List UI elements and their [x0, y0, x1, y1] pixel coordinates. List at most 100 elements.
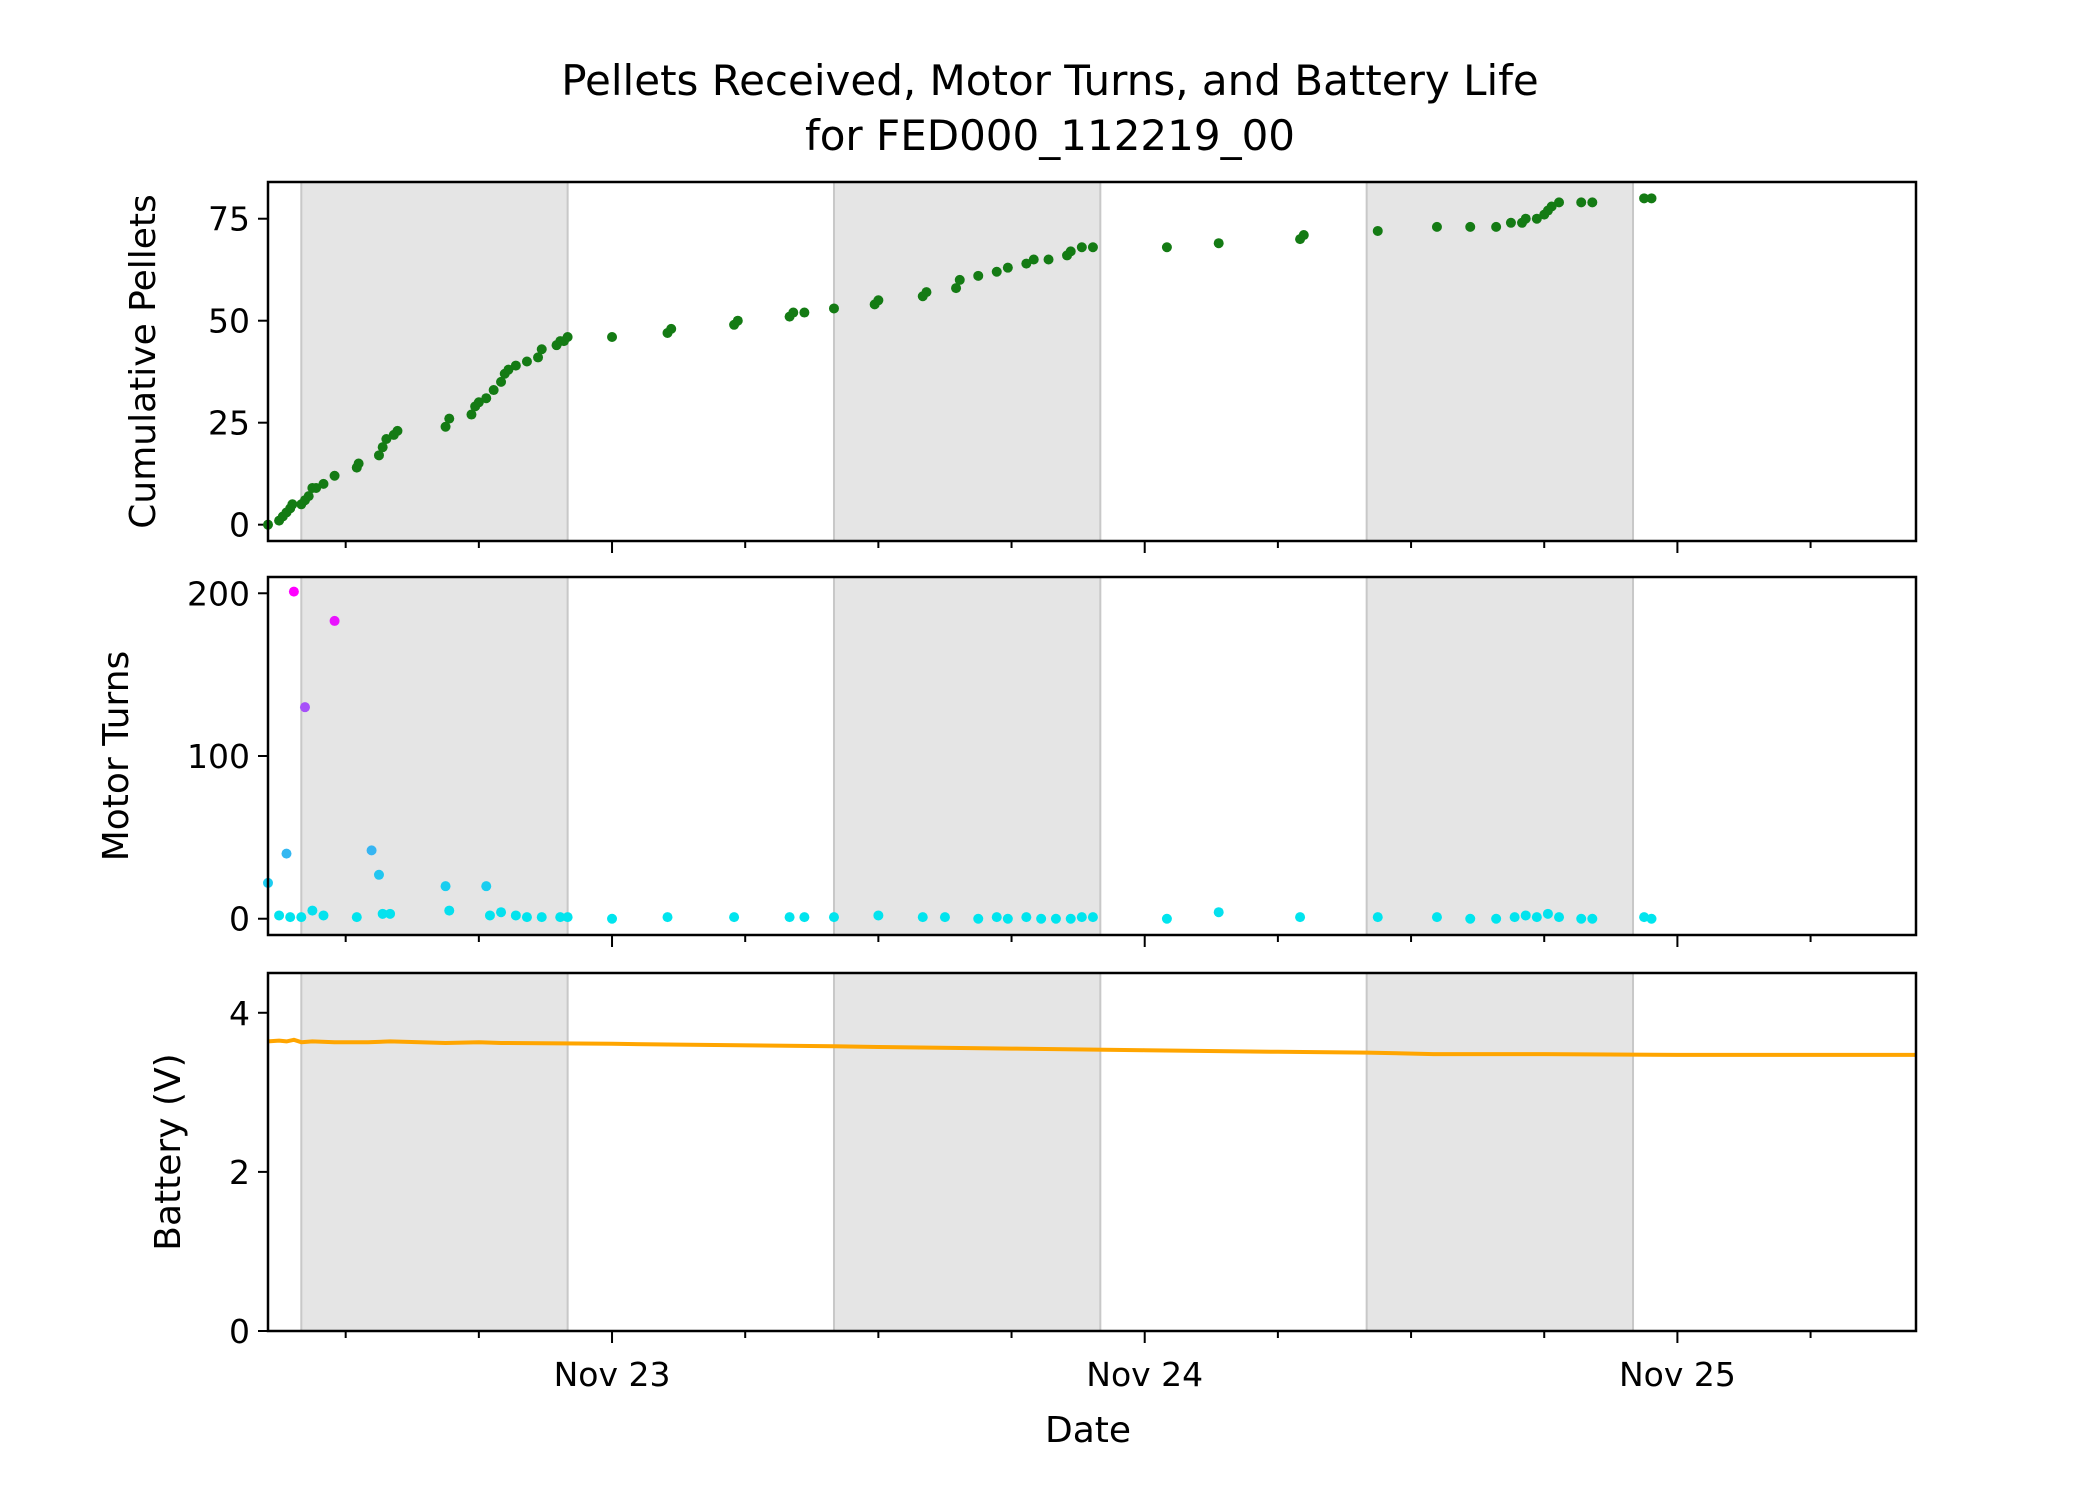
x-tick-label: Nov 25 — [1619, 1355, 1736, 1394]
pellet-point — [303, 491, 314, 502]
pellet-point — [1213, 238, 1224, 249]
pellet-point — [1002, 262, 1013, 273]
night-shade — [301, 577, 568, 935]
motor-turn-point — [828, 912, 839, 923]
motor-turn-point — [1076, 912, 1087, 923]
motor-turn-point — [562, 912, 573, 923]
motor-turn-point — [1050, 913, 1061, 924]
motor-turn-point — [377, 908, 388, 919]
motor-turn-point — [510, 910, 521, 921]
x-tick-label: Nov 23 — [554, 1355, 671, 1394]
motor-turn-point — [373, 869, 384, 880]
pellet-point — [991, 266, 1002, 277]
pellet-point — [1465, 221, 1476, 232]
motor-turn-point — [351, 912, 362, 923]
pellet-point — [1372, 225, 1383, 236]
motor-turn-point — [288, 586, 299, 597]
pellet-point — [1646, 193, 1657, 204]
motor-turn-point — [1520, 910, 1531, 921]
battery-ylabel: Battery (V) — [148, 1053, 189, 1250]
y-tick-label: 100 — [187, 737, 250, 776]
motor-turn-point — [1295, 912, 1306, 923]
y-tick-label: 200 — [187, 574, 250, 613]
pellet-point — [1531, 213, 1542, 224]
motor-turn-point — [481, 881, 492, 892]
pellet-point — [496, 376, 507, 387]
motor-turn-point — [444, 905, 455, 916]
night-shade — [301, 973, 568, 1331]
pellet-point — [954, 274, 965, 285]
motor-turn-point — [1036, 913, 1047, 924]
pellet-point — [1298, 230, 1309, 241]
pellet-point — [1021, 258, 1032, 269]
motor-turn-point — [1491, 913, 1502, 924]
motor-turn-point — [440, 881, 451, 892]
motor-turn-point — [285, 912, 296, 923]
motor-turn-point — [1002, 913, 1013, 924]
pellet-point — [799, 307, 810, 318]
motor-turn-point — [1087, 912, 1098, 923]
pellet-point — [533, 352, 544, 363]
pellet-point — [473, 397, 484, 408]
pellet-point — [1043, 254, 1054, 265]
motor-turn-point — [555, 912, 566, 923]
motor-turn-point — [329, 615, 340, 626]
motor-turn-point — [873, 910, 884, 921]
y-tick-label: 0 — [229, 1312, 250, 1351]
motor-turns-ylabel: Motor Turns — [96, 651, 137, 862]
motor-turn-point — [784, 912, 795, 923]
pellet-point — [481, 393, 492, 404]
pellet-point — [381, 434, 392, 445]
night-shade — [833, 577, 1101, 935]
motor-turn-point — [281, 848, 292, 859]
pellet-point — [562, 332, 573, 343]
motor-turn-point — [318, 910, 329, 921]
motor-turn-point — [973, 913, 984, 924]
pellet-point — [1576, 197, 1587, 208]
y-tick-label: 50 — [208, 302, 250, 341]
pellet-point — [536, 344, 547, 355]
pellet-point — [1161, 242, 1172, 253]
motor-turn-point — [1213, 907, 1224, 918]
y-tick-label: 75 — [208, 200, 250, 239]
night-shade — [1366, 182, 1634, 541]
motor-turn-point — [1554, 912, 1565, 923]
chart-title-line1: Pellets Received, Motor Turns, and Batte… — [561, 56, 1539, 105]
motor-turn-point — [1542, 908, 1553, 919]
pellet-point — [873, 295, 884, 306]
pellet-point — [287, 499, 298, 510]
pellet-point — [1431, 221, 1442, 232]
pellet-point — [1505, 217, 1516, 228]
pellet-point — [392, 425, 403, 436]
pellet-point — [318, 478, 329, 489]
x-axis-label: Date — [1045, 1410, 1131, 1451]
night-shade — [1366, 577, 1634, 935]
pellet-point — [788, 307, 799, 318]
pellet-point — [377, 442, 388, 453]
pellet-point — [373, 450, 384, 461]
night-shade — [833, 973, 1101, 1331]
motor-turn-point — [799, 912, 810, 923]
night-shade — [1366, 973, 1634, 1331]
motor-turn-point — [307, 905, 318, 916]
pellets-ylabel: Cumulative Pellets — [123, 194, 164, 529]
pellet-point — [488, 385, 499, 396]
pellet-point — [521, 356, 532, 367]
pellet-point — [1065, 246, 1076, 257]
motor-turn-point — [496, 907, 507, 918]
pellet-point — [828, 303, 839, 314]
motor-turn-point — [662, 912, 673, 923]
motor-turn-point — [939, 912, 950, 923]
pellet-point — [440, 421, 451, 432]
motor-turn-point — [729, 912, 740, 923]
motor-turn-point — [274, 910, 285, 921]
motor-turn-point — [1576, 913, 1587, 924]
pellets-panel: 0 25 50 75 Cumulative Pellets — [123, 180, 1918, 553]
pellet-point — [1491, 221, 1502, 232]
pellet-point — [503, 364, 514, 375]
pellet-point — [1546, 201, 1557, 212]
motor-turn-point — [385, 908, 396, 919]
chart-title-line2: for FED000_112219_00 — [805, 111, 1295, 160]
pellet-point — [607, 332, 618, 343]
